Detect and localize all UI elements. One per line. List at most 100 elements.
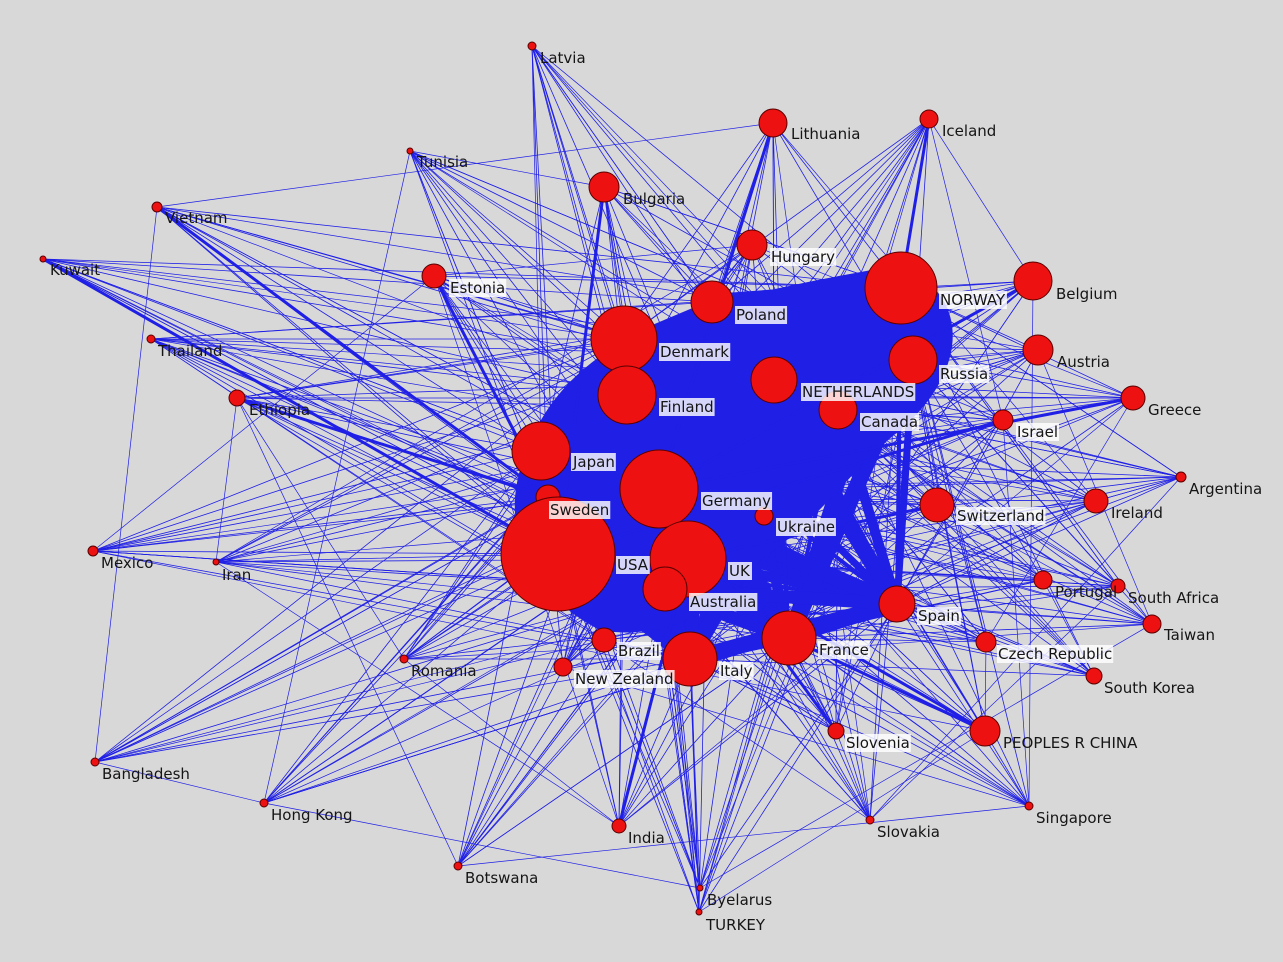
edge-singapore-italy (689, 658, 1030, 807)
node-botswana (453, 861, 463, 871)
edge-ireland-spain (896, 500, 1097, 605)
node-label-belgium: Belgium (1056, 285, 1118, 303)
node-slovenia (827, 722, 845, 740)
node-bangladesh (90, 757, 100, 767)
label-group-switzerland: Switzerland (956, 507, 1046, 525)
node-label-czech: Czech Republic (998, 645, 1112, 663)
node-latvia (527, 41, 537, 51)
label-group-ethiopia: Ethiopia (249, 401, 310, 419)
label-background-france (818, 641, 870, 659)
node-label-botswana: Botswana (465, 869, 538, 887)
node-australia (642, 566, 688, 612)
node-usa (500, 496, 616, 612)
node-label-bangladesh: Bangladesh (102, 765, 190, 783)
edge-china-russia (912, 359, 986, 732)
label-group-slovakia: Slovakia (877, 823, 940, 841)
edge-tunisia-finland (409, 150, 628, 396)
edge-vietnam-norway (156, 206, 902, 289)
node-label-germany: Germany (702, 492, 771, 510)
label-background-estonia (449, 279, 507, 297)
edge-south_korea-italy (689, 658, 1095, 677)
node-iran (212, 558, 220, 566)
label-group-lithuania: Lithuania (791, 125, 860, 143)
label-group-bulgaria: Bulgaria (623, 190, 685, 208)
label-background-uk (728, 562, 752, 580)
node-netherlands (750, 356, 798, 404)
node-label-australia: Australia (690, 593, 756, 611)
label-background-new_zealand (574, 670, 675, 688)
label-group-denmark: Denmark (659, 343, 731, 361)
node-ethiopia (228, 389, 246, 407)
node-label-slovakia: Slovakia (877, 823, 940, 841)
node-argentina (1175, 471, 1187, 483)
edge-ethiopia-iran (215, 397, 238, 563)
node-label-canada: Canada (861, 413, 918, 431)
label-background-russia (939, 365, 990, 383)
network-labels: Latvia Lithuania Iceland Tunisia Bulgaria Vie… (50, 49, 1262, 934)
edge-mexico-china (92, 550, 986, 732)
edge-portugal-spain (896, 579, 1044, 605)
node-label-austria: Austria (1057, 353, 1110, 371)
edge-romania-india (403, 658, 620, 827)
label-group-ukraine: Ukraine (776, 518, 836, 536)
node-portugal (1033, 570, 1053, 590)
label-group-south_korea: South Korea (1104, 679, 1195, 697)
label-group-israel: Israel (1016, 423, 1059, 441)
edge-lithuania-vietnam (156, 122, 774, 208)
edge-slovenia-slovakia (835, 730, 871, 821)
label-group-greece: Greece (1148, 401, 1201, 419)
edge-singapore-botswana (457, 805, 1030, 867)
edge-iran-india (215, 561, 620, 827)
edge-latvia-denmark (531, 45, 625, 340)
node-label-iceland: Iceland (942, 122, 996, 140)
edge-vietnam-japan (156, 206, 542, 452)
edge-iran-denmark (215, 338, 625, 563)
node-label-mexico: Mexico (101, 554, 153, 572)
node-label-kuwait: Kuwait (50, 261, 100, 279)
label-background-brazil (617, 642, 661, 660)
edge-ethiopia-usa (236, 397, 559, 555)
label-group-turkey: TURKEY (705, 916, 766, 934)
node-russia (888, 335, 938, 385)
label-group-latvia: Latvia (540, 49, 586, 67)
node-tunisia (406, 147, 414, 155)
label-group-thailand: Thailand (157, 342, 222, 360)
label-group-netherlands: NETHERLANDS (801, 383, 916, 401)
node-israel (992, 409, 1014, 431)
node-label-china: PEOPLES R CHINA (1003, 734, 1138, 752)
label-group-hungary: Hungary (770, 248, 837, 266)
node-finland (597, 365, 657, 425)
node-germany (619, 449, 699, 529)
label-group-hong_kong: Hong Kong (271, 806, 353, 824)
edge-kuwait-poland (42, 258, 713, 303)
label-group-finland: Finland (659, 398, 715, 416)
label-group-brazil: Brazil (617, 642, 661, 660)
label-background-hungary (770, 248, 837, 266)
edge-ethiopia-botswana (236, 397, 459, 867)
edge-botswana-australia (457, 588, 666, 867)
node-label-sweden: Sweden (550, 501, 609, 519)
node-label-ethiopia: Ethiopia (249, 401, 310, 419)
node-label-bulgaria: Bulgaria (623, 190, 685, 208)
label-background-japan (571, 453, 616, 471)
node-italy (662, 631, 718, 687)
node-label-denmark: Denmark (660, 343, 729, 361)
edge-iran-sweden (215, 496, 549, 563)
edge-hungary-iran (215, 244, 753, 563)
network-nodes (39, 41, 1187, 916)
label-group-tunisia: Tunisia (416, 153, 468, 171)
node-label-russia: Russia (940, 365, 988, 383)
edge-south_africa-slovakia (869, 585, 1119, 821)
label-group-botswana: Botswana (465, 869, 538, 887)
label-background-ukraine (776, 518, 836, 536)
label-group-uk: UK (728, 562, 752, 580)
node-label-poland: Poland (736, 306, 786, 324)
node-label-norway: NORWAY (940, 291, 1006, 309)
node-label-estonia: Estonia (450, 279, 505, 297)
edge-singapore-australia (664, 588, 1030, 807)
label-background-slovenia (845, 734, 911, 752)
edge-kuwait-norway (42, 258, 902, 289)
node-mexico (87, 545, 99, 557)
edge-india-italy (618, 658, 691, 827)
label-group-china: PEOPLES R CHINA (1003, 734, 1138, 752)
